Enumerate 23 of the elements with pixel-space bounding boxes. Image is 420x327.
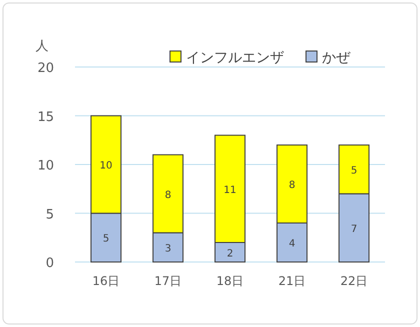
data-label: 3 bbox=[164, 243, 172, 254]
data-label: 4 bbox=[288, 238, 296, 250]
x-tick-label: 17日 bbox=[154, 274, 182, 288]
y-tick-label: 20 bbox=[37, 61, 54, 76]
y-tick-label: 0 bbox=[46, 256, 54, 271]
data-label: 5 bbox=[102, 234, 110, 245]
y-axis-title: 人 bbox=[36, 39, 48, 54]
data-label: 5 bbox=[350, 165, 358, 176]
x-tick-label: 16日 bbox=[92, 274, 120, 288]
data-label: 7 bbox=[350, 224, 358, 235]
legend-label: かぜ bbox=[322, 50, 351, 66]
data-label: 8 bbox=[288, 180, 296, 191]
x-tick-label: 18日 bbox=[216, 274, 244, 288]
y-tick-label: 10 bbox=[37, 158, 54, 174]
y-tick-label: 15 bbox=[37, 110, 54, 125]
data-label: 2 bbox=[226, 248, 234, 260]
data-label: 10 bbox=[100, 160, 112, 172]
x-tick-label: 22日 bbox=[340, 274, 368, 288]
legend-label: インフルエンザ bbox=[186, 50, 284, 66]
data-label: 8 bbox=[164, 190, 172, 201]
y-tick-label: 5 bbox=[46, 207, 54, 222]
x-tick-label: 21日 bbox=[278, 274, 306, 288]
data-label: 11 bbox=[224, 184, 236, 196]
